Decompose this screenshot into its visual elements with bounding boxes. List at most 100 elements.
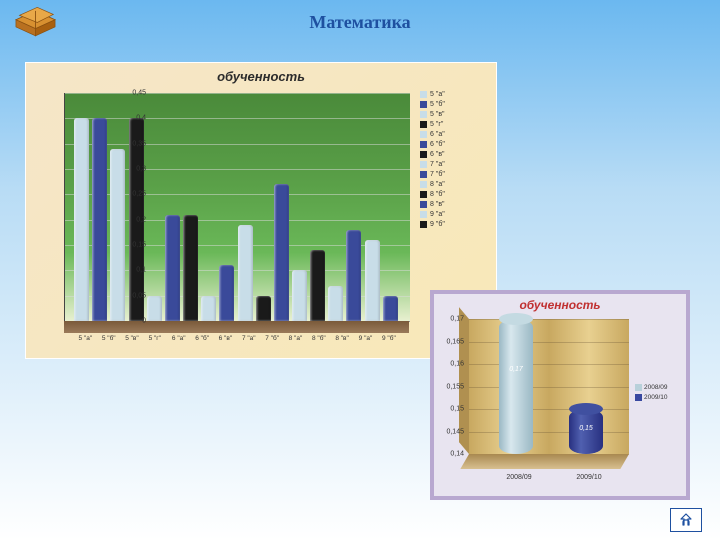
small-chart-backwall [469,319,629,454]
main-chart-bar [256,296,271,321]
small-chart-bar-label: 0,15 [569,425,603,432]
legend-swatch [420,111,427,118]
legend-label: 2008/09 [644,384,668,391]
main-chart-legend-item: 7 "б" [420,171,488,178]
legend-label: 5 "а" [430,91,445,98]
legend-label: 8 "в" [430,201,445,208]
main-chart-xlabel: 8 "в" [335,335,349,342]
home-up-icon [676,512,696,528]
legend-label: 5 "в" [430,111,445,118]
legend-swatch [420,151,427,158]
main-chart-xlabel: 7 "а" [242,335,256,342]
main-chart-legend-item: 8 "в" [420,201,488,208]
legend-label: 8 "б" [430,191,445,198]
small-chart-ylabel: 0,155 [446,383,464,390]
main-chart-legend-item: 8 "а" [420,181,488,188]
slide: Математика обученность 5 "а"5 "б"5 "в"5 … [0,0,720,540]
main-chart-xlabel: 6 "в" [219,335,233,342]
legend-swatch [635,384,642,391]
main-chart-xlabel: 9 "б" [382,335,396,342]
small-chart-bar-label: 0,17 [499,366,533,373]
main-chart-legend-item: 5 "б" [420,101,488,108]
main-chart-legend: 5 "а" 5 "б" 5 "в" 5 "г" 6 "а" 6 "б" 6 "в" 7 "а"… [420,91,488,231]
small-chart-bar: 0,15 [569,409,603,454]
legend-swatch [420,191,427,198]
legend-swatch [635,394,642,401]
small-chart-legend-item: 2009/10 [635,394,680,401]
main-chart-legend-item: 7 "а" [420,161,488,168]
legend-swatch [420,221,427,228]
small-chart-plot: 0,170,15 0,140,1450,150,1550,160,1650,17… [469,319,629,469]
main-chart-xlabel: 7 "б" [265,335,279,342]
main-chart-bar [165,215,180,321]
main-chart-floor [64,321,409,333]
main-chart-bar [310,250,325,321]
small-chart-xlabel: 2009/10 [566,474,612,481]
legend-label: 7 "а" [430,161,445,168]
main-chart-title: обученность [26,69,496,84]
main-chart-bar [328,286,343,321]
legend-label: 9 "б" [430,221,445,228]
main-chart-ylabel: 0,2 [136,216,146,223]
legend-label: 5 "б" [430,101,445,108]
home-button[interactable] [670,508,702,532]
main-chart-ylabel: 0,4 [136,115,146,122]
small-chart-ylabel: 0,145 [446,428,464,435]
legend-label: 2009/10 [644,394,668,401]
main-chart-xlabel: 6 "а" [172,335,186,342]
main-chart-xlabel: 5 "а" [79,335,93,342]
main-chart-bar [292,270,307,321]
main-chart-bar [147,296,162,321]
small-chart-ylabel: 0,15 [450,406,464,413]
small-chart-bar-top [499,313,533,325]
main-chart-legend-item: 9 "а" [420,211,488,218]
small-chart-legend: 2008/09 2009/10 [635,384,680,404]
legend-swatch [420,181,427,188]
legend-swatch [420,201,427,208]
main-chart-ylabel: 0 [142,318,146,325]
legend-swatch [420,211,427,218]
main-chart-xlabel: 8 "б" [312,335,326,342]
main-chart-xlabel: 8 "а" [289,335,303,342]
main-chart-bar [365,240,380,321]
main-chart-legend-item: 6 "в" [420,151,488,158]
main-chart-xlabel: 5 "б" [102,335,116,342]
small-chart-ylabel: 0,16 [450,361,464,368]
small-chart-ylabel: 0,14 [450,451,464,458]
main-chart: обученность 5 "а" 5 "б" 5 "в" 5 "г" 6 "а" 6 "… [25,62,497,359]
main-chart-ylabel: 0,45 [132,90,146,97]
small-chart-bar: 0,17 [499,319,533,454]
main-chart-legend-item: 6 "а" [420,131,488,138]
main-chart-ylabel: 0,05 [132,292,146,299]
main-chart-bar [219,265,234,321]
legend-label: 7 "б" [430,171,445,178]
small-chart-ylabel: 0,165 [446,338,464,345]
main-chart-xlabel: 6 "б" [195,335,209,342]
main-chart-bar [110,149,125,321]
main-chart-legend-item: 9 "б" [420,221,488,228]
small-chart-bar-top [569,403,603,415]
page-title: Математика [0,12,720,33]
legend-label: 9 "а" [430,211,445,218]
main-chart-bar [383,296,398,321]
main-chart-bar [238,225,253,321]
main-chart-bar [74,118,89,321]
main-chart-bar [346,230,361,321]
main-chart-legend-item: 6 "б" [420,141,488,148]
small-chart-floor [460,454,629,469]
main-chart-ylabel: 0,1 [136,267,146,274]
legend-label: 6 "б" [430,141,445,148]
small-chart-xlabel: 2008/09 [496,474,542,481]
main-chart-legend-item: 5 "г" [420,121,488,128]
legend-label: 6 "в" [430,151,445,158]
main-chart-legend-item: 8 "б" [420,191,488,198]
main-chart-xlabel: 5 "в" [125,335,139,342]
small-chart-legend-item: 2008/09 [635,384,680,391]
legend-label: 6 "а" [430,131,445,138]
main-chart-bar [201,296,216,321]
main-chart-bar [183,215,198,321]
main-chart-xlabel: 5 "г" [149,335,161,342]
small-chart: обученность 0,170,15 0,140,1450,150,1550… [430,290,690,500]
main-chart-ylabel: 0,3 [136,166,146,173]
legend-swatch [420,121,427,128]
